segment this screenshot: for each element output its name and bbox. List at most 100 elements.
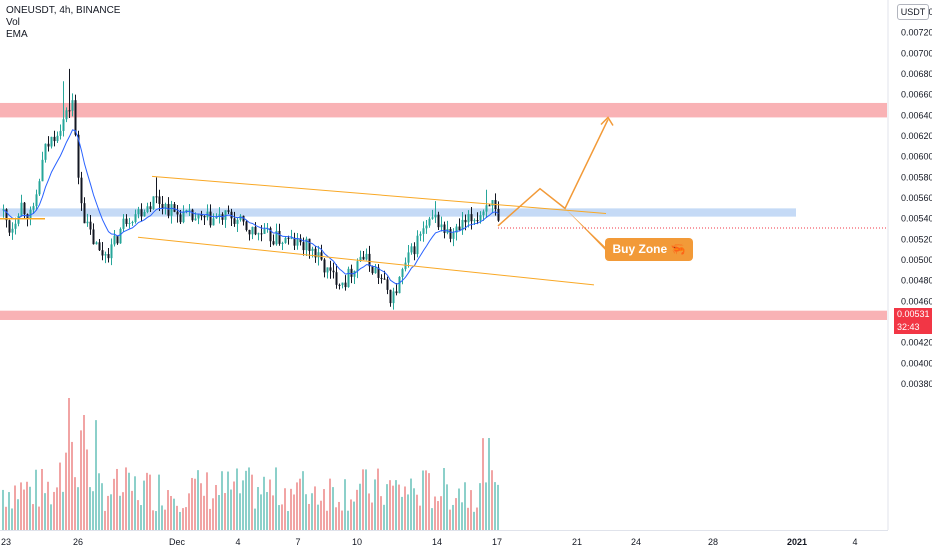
candle-body [434, 214, 437, 218]
volume-bar [314, 486, 316, 530]
volume-bar [308, 503, 310, 530]
candle-body [182, 211, 185, 223]
volume-bar [419, 505, 421, 530]
candle-body [365, 253, 368, 260]
candle-body [491, 200, 494, 206]
y-tick-label: 0.00660 [901, 90, 932, 100]
candle-body [158, 196, 161, 204]
candle-body [170, 204, 173, 216]
volume-bar [260, 494, 262, 530]
candle-body [17, 216, 20, 224]
volume-bar [407, 494, 409, 530]
y-tick-label: 0.00500 [901, 255, 932, 265]
candle-body [20, 202, 23, 217]
candle-body [305, 238, 308, 251]
volume-bar [422, 470, 424, 530]
volume-bar [50, 504, 52, 530]
candle-body [269, 228, 272, 242]
y-tick-label: 0.00540 [901, 214, 932, 224]
candle-body [323, 259, 326, 273]
candle-body [401, 269, 404, 277]
volume-bar [56, 487, 58, 530]
candle-body [470, 214, 473, 222]
volume-bar [434, 496, 436, 530]
x-tick-label: 23 [1, 537, 11, 547]
currency-button[interactable]: USDT [897, 4, 929, 20]
candle-body [383, 278, 386, 280]
volume-bar [104, 510, 106, 530]
candle-body [404, 262, 407, 270]
candle-body [218, 214, 221, 217]
candle-body [299, 238, 302, 243]
candle-body [296, 238, 299, 246]
volume-bar [5, 506, 7, 530]
volume-bar [134, 476, 136, 530]
channel-upper-line [151, 175, 607, 215]
x-tick-label: 24 [631, 537, 641, 547]
volume-bar [491, 470, 493, 530]
candle-body [119, 228, 122, 244]
candle-body [476, 220, 479, 222]
candle-body [113, 235, 116, 245]
volume-bar [194, 478, 196, 530]
volume-bar [41, 468, 43, 530]
volume-bar [2, 489, 4, 530]
volume-bar [83, 415, 85, 530]
y-tick-label: 0.00520 [901, 234, 932, 244]
candle-body [35, 194, 38, 207]
candle-body [116, 235, 119, 244]
volume-bar [377, 468, 379, 530]
candle-body [464, 219, 467, 223]
volume-bar [275, 467, 277, 530]
ema-line [3, 129, 499, 285]
volume-bar [113, 478, 115, 530]
volume-bar [362, 469, 364, 530]
volume-bar [332, 487, 334, 530]
candle-body [368, 253, 371, 267]
candle-body [398, 276, 401, 294]
volume-bar [284, 488, 286, 530]
candle-body [26, 214, 29, 219]
arrow-head-icon [600, 116, 614, 126]
volume-bar [221, 471, 223, 530]
volume-bar [17, 499, 19, 530]
countdown-tag: 32:43 [894, 321, 932, 334]
volume-bar [176, 505, 178, 530]
candle-body [416, 235, 419, 255]
volume-bar [341, 510, 343, 530]
candle-body [311, 248, 314, 251]
volume-bar [131, 490, 133, 530]
candle-body [314, 248, 317, 258]
volume-bar [140, 505, 142, 530]
candle-body [290, 237, 293, 239]
volume-bar [272, 495, 274, 530]
x-tick-label: 7 [295, 537, 300, 547]
volume-bar [11, 508, 13, 530]
x-tick-label: 26 [73, 537, 83, 547]
volume-bar [302, 471, 304, 530]
candle-body [167, 203, 170, 216]
candle-body [152, 196, 155, 209]
candle-body [326, 267, 329, 273]
candle-body [362, 256, 365, 260]
volume-bar [335, 507, 337, 530]
volume-bar [359, 483, 361, 530]
volume-bar [356, 489, 358, 530]
candle-body [485, 205, 488, 212]
volume-bar [482, 438, 484, 530]
candle-body [122, 218, 125, 229]
candle-body [425, 225, 428, 229]
candle-body [284, 237, 287, 243]
volume-bar [218, 495, 220, 530]
volume-bar [497, 484, 499, 530]
candle-body [419, 233, 422, 236]
candle-body [29, 209, 32, 219]
volume-bar [248, 467, 250, 530]
volume-bar [200, 483, 202, 530]
candle-body [392, 291, 395, 304]
volume-bar [389, 480, 391, 530]
candle-body [137, 209, 140, 215]
buy-zone-label: Buy Zone 🦐 [605, 238, 693, 261]
volume-bar [425, 470, 427, 530]
